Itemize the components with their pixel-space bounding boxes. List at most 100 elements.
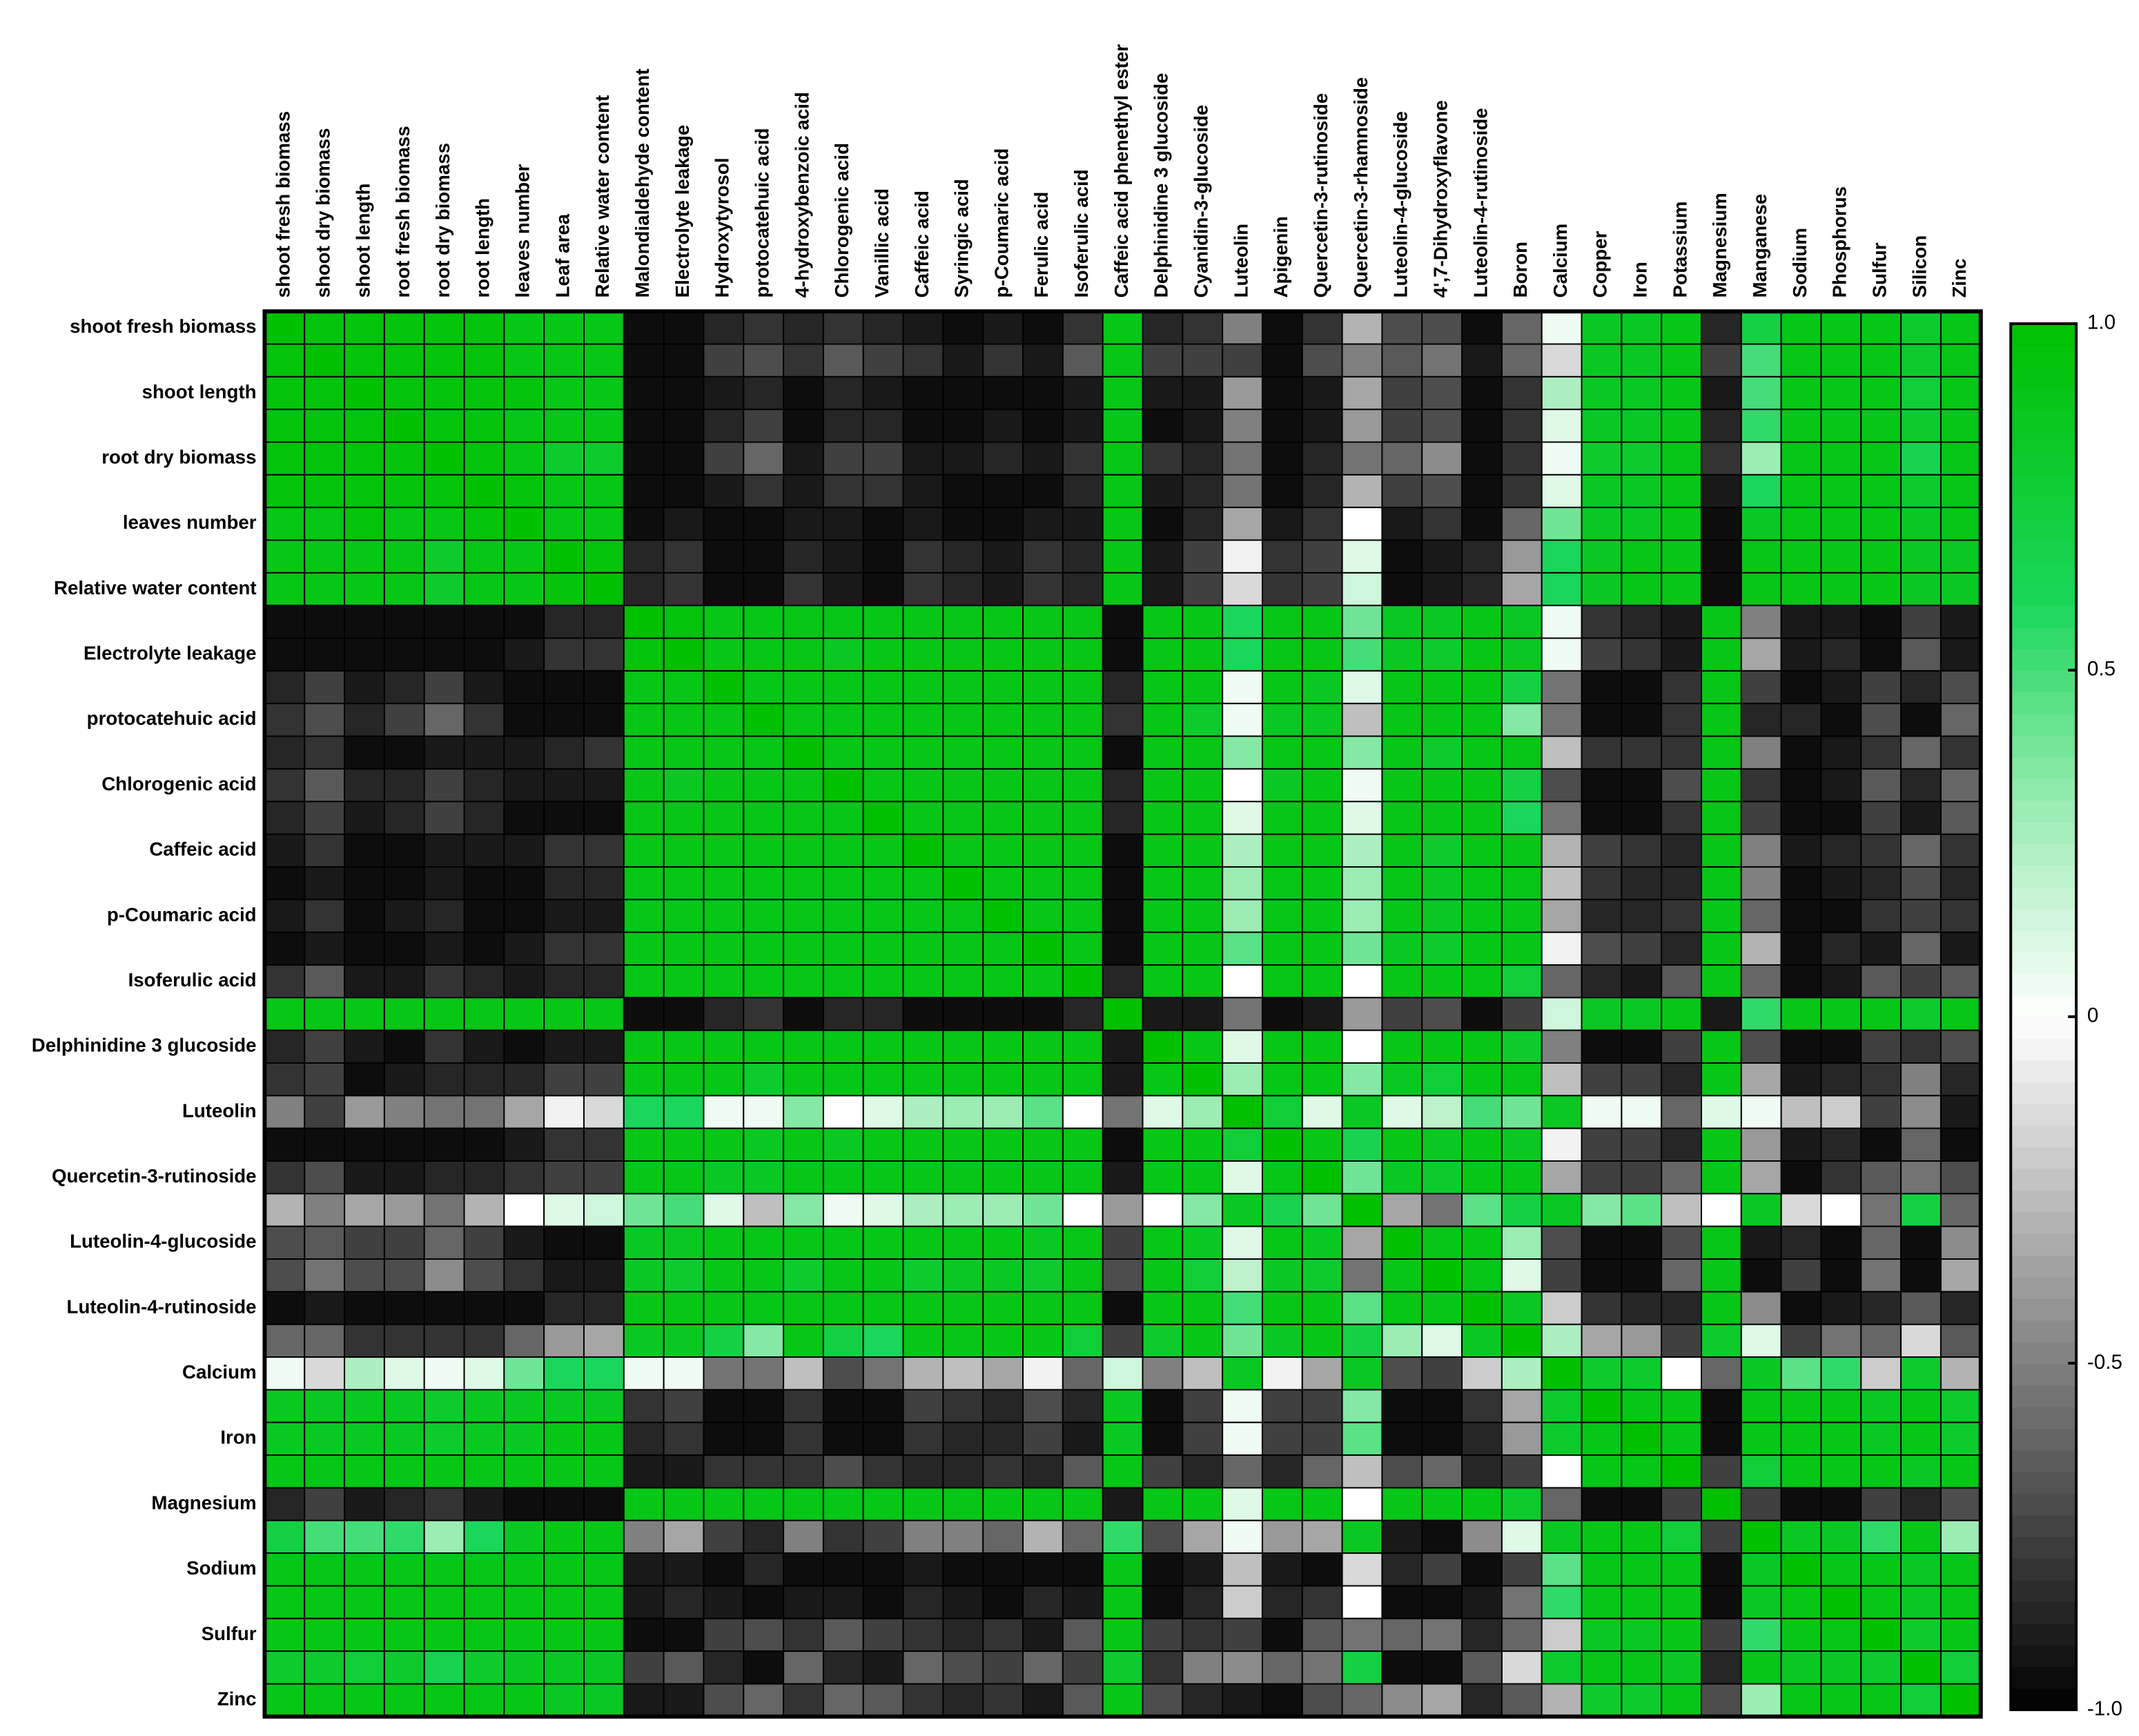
cell xyxy=(783,507,824,541)
cell xyxy=(1102,768,1144,803)
cell xyxy=(344,1356,385,1391)
cell xyxy=(1661,507,1702,541)
cell xyxy=(1102,1225,1144,1260)
cell xyxy=(423,1356,465,1391)
cell xyxy=(543,1552,585,1587)
cell xyxy=(1381,1225,1423,1260)
cell xyxy=(1740,670,1782,705)
cell xyxy=(1820,1454,1862,1489)
cell xyxy=(463,931,505,966)
cell xyxy=(1421,931,1463,966)
column-label: Delphinidine 3 glucoside xyxy=(1151,73,1172,298)
cell xyxy=(623,507,665,541)
cell xyxy=(822,474,864,509)
cell xyxy=(583,703,625,737)
cell xyxy=(344,637,385,672)
cell xyxy=(1301,1029,1343,1064)
cell xyxy=(1341,1617,1383,1652)
cell xyxy=(1661,441,1702,476)
cell xyxy=(1900,1062,1942,1097)
cell xyxy=(703,1454,745,1489)
cell xyxy=(1381,1552,1423,1587)
cell xyxy=(1820,703,1862,737)
cell xyxy=(1661,1617,1702,1652)
cell xyxy=(1501,1421,1543,1456)
cell xyxy=(423,866,465,901)
cell xyxy=(423,1160,465,1195)
cell xyxy=(1780,507,1822,541)
cell xyxy=(1940,1356,1982,1391)
cell xyxy=(1501,507,1543,541)
cell xyxy=(1261,1519,1303,1554)
cell xyxy=(783,931,824,966)
cell xyxy=(1102,507,1144,541)
cell xyxy=(1182,1519,1224,1554)
cell xyxy=(383,735,425,770)
cell xyxy=(982,605,1024,639)
cell xyxy=(1860,539,1902,574)
cell xyxy=(1182,1095,1224,1129)
row-label: Delphinidine 3 glucoside xyxy=(32,1035,257,1056)
cell xyxy=(1740,1193,1782,1227)
cell xyxy=(982,1095,1024,1129)
cell xyxy=(423,1323,465,1358)
cell xyxy=(862,997,904,1031)
cell xyxy=(383,1585,425,1619)
cell xyxy=(383,343,425,378)
cell xyxy=(1701,1258,1742,1293)
cell xyxy=(503,1291,545,1325)
cell xyxy=(383,1127,425,1162)
cell xyxy=(583,1258,625,1293)
cell xyxy=(1701,572,1742,607)
cell xyxy=(1341,1193,1383,1227)
cell xyxy=(1381,1389,1423,1423)
column-label: Phosphorus xyxy=(1829,186,1850,298)
cell xyxy=(1381,1095,1423,1129)
cell xyxy=(1581,768,1623,803)
cell xyxy=(1182,507,1224,541)
cell xyxy=(902,1127,944,1162)
cell xyxy=(463,343,505,378)
cell xyxy=(583,637,625,672)
column-label: Zinc xyxy=(1948,259,1970,298)
cell xyxy=(264,1454,306,1489)
colorbar-segment xyxy=(2011,367,2077,390)
cell xyxy=(1421,997,1463,1031)
cell xyxy=(1740,801,1782,835)
row-label: shoot fresh biomass xyxy=(70,315,256,337)
cell xyxy=(1581,572,1623,607)
cell xyxy=(1182,311,1224,345)
cell xyxy=(583,899,625,933)
cell xyxy=(1222,605,1263,639)
cell xyxy=(1062,1617,1104,1652)
cell xyxy=(1900,1127,1942,1162)
cell xyxy=(703,670,745,705)
cell xyxy=(583,1585,625,1619)
cell xyxy=(543,1356,585,1391)
cell xyxy=(1222,1095,1263,1129)
cell xyxy=(1261,997,1303,1031)
cell xyxy=(783,376,824,411)
cell xyxy=(1501,1029,1543,1064)
cell xyxy=(1421,866,1463,901)
cell xyxy=(463,605,505,639)
cell xyxy=(902,1029,944,1064)
cell xyxy=(344,997,385,1031)
column-label: Quercetin-3-rhamnoside xyxy=(1350,77,1371,298)
cell xyxy=(304,1029,346,1064)
cell xyxy=(264,768,306,803)
cell xyxy=(743,735,785,770)
cell xyxy=(1421,1389,1463,1423)
cell xyxy=(703,376,745,411)
cell xyxy=(1940,1617,1982,1652)
cell xyxy=(1581,605,1623,639)
row-label: Quercetin-3-rutinoside xyxy=(52,1165,257,1187)
cell xyxy=(1182,931,1224,966)
cell xyxy=(1820,376,1862,411)
cell xyxy=(822,964,864,999)
cell xyxy=(703,833,745,868)
cell xyxy=(862,833,904,868)
cell xyxy=(264,1291,306,1325)
cell xyxy=(1541,866,1583,901)
cell xyxy=(1701,1062,1742,1097)
